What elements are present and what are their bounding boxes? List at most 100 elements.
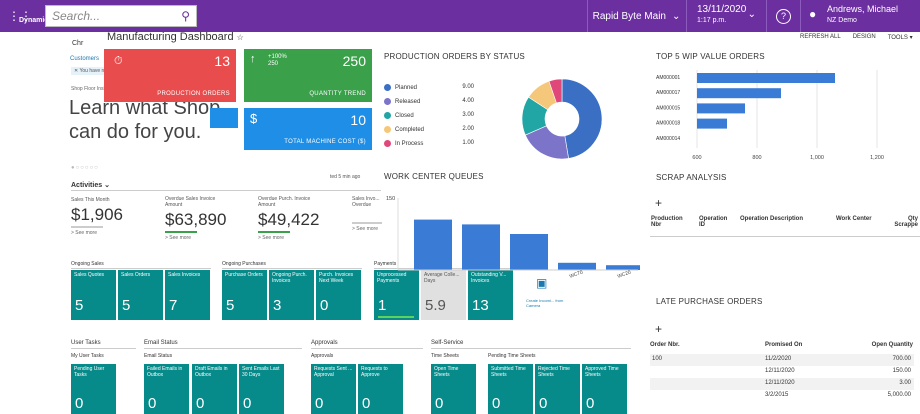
kpi-overdue-sales-invoice[interactable]: Overdue Sales Invoice Amount $63,890 > See… — [165, 196, 227, 241]
wip-bar[interactable] — [697, 118, 727, 129]
headline-label: Chr — [72, 40, 84, 47]
table-row[interactable]: 100 11/2/2020 700.00 — [650, 354, 914, 366]
legend-value: 4.00 — [462, 98, 474, 104]
business-date-selector[interactable]: 13/11/2020 1:17 p.m. ⌄ — [686, 0, 766, 32]
queue-bar[interactable] — [414, 219, 452, 270]
group-user-tasks: User Tasks — [71, 340, 101, 346]
customers-link[interactable]: Customers — [70, 56, 100, 62]
search-input[interactable]: Search... ⚲ — [45, 5, 197, 27]
cue-tile[interactable]: Average Colle... Days 5.9 — [421, 270, 466, 320]
col-operation-id[interactable]: Operation ID — [699, 216, 728, 228]
col-work-center[interactable]: Work Center — [836, 216, 872, 222]
chevron-down-icon: ⌄ — [747, 9, 756, 20]
status-donut-chart[interactable] — [520, 77, 604, 161]
legend-label: Closed — [395, 113, 414, 120]
user-icon: ● — [809, 7, 817, 21]
cue-tile[interactable]: Sent Emails Last 30 Days 0 — [239, 364, 284, 414]
help-button[interactable]: ? — [766, 0, 800, 32]
cue-tile[interactable]: Rejected Time Sheets 0 — [535, 364, 580, 414]
cue-label: Purch. Invoices Next Week — [319, 272, 354, 284]
tools-button[interactable]: TOOLS ▾ — [887, 35, 913, 41]
cue-value: 3 — [273, 297, 282, 314]
cue-label: Open Time Sheets — [434, 366, 459, 378]
wip-bar[interactable] — [697, 88, 781, 99]
status-chart-title: PRODUCTION ORDERS BY STATUS — [384, 52, 525, 61]
business-time: 1:17 p.m. — [697, 17, 727, 24]
clock-icon: ⏱ — [114, 55, 123, 67]
donut-slice[interactable] — [561, 78, 603, 159]
waffle-icon[interactable]: ⋮⋮ — [8, 9, 32, 23]
kpi-overdue-purch-invoice[interactable]: Overdue Purch. Invoice Amount $49,422 > Se… — [258, 196, 320, 241]
cue-tile[interactable]: Purch. Invoices Next Week 0 — [316, 270, 361, 320]
dollar-icon: $ — [250, 111, 258, 126]
search-icon[interactable]: ⚲ — [181, 9, 190, 23]
add-scrap-button[interactable]: + — [655, 196, 663, 210]
cue-tile[interactable]: Outstanding V... Invoices 13 — [468, 270, 513, 320]
carousel-dots[interactable]: ●○○○○○ — [71, 165, 99, 171]
cue-tile[interactable]: Purchase Orders 5 — [222, 270, 267, 320]
cue-tile[interactable]: Requests Sent ... Approval 0 — [311, 364, 356, 414]
user-menu[interactable]: ● Andrews, Michael NZ Demo — [800, 0, 920, 32]
star-icon[interactable]: ☆ — [236, 33, 244, 42]
legend-value: 9.00 — [462, 84, 474, 90]
create-from-camera-link[interactable]: Create Incomi... from Camera — [526, 298, 564, 308]
total-machine-cost-tile[interactable]: $ 10 TOTAL MACHINE COST ($) — [244, 108, 372, 150]
legend-item[interactable]: Completed 2.00 — [384, 126, 474, 133]
camera-icon[interactable]: ▣ — [536, 276, 548, 290]
cue-tile[interactable]: Unprocessed Payments 1 — [374, 270, 419, 320]
category-label: WC70 — [569, 269, 584, 279]
col-promised-on[interactable]: Promised On — [765, 342, 803, 348]
company-selector[interactable]: Rapid Byte Main ⌄ — [587, 0, 685, 32]
production-orders-tile[interactable]: ⏱ 13 PRODUCTION ORDERS — [104, 49, 236, 102]
cue-value: 5 — [226, 297, 235, 314]
table-row[interactable]: 3/2/2015 5,000.00 — [650, 390, 914, 402]
cue-tile[interactable]: Draft Emails in Outbox 0 — [192, 364, 237, 414]
queue-bar[interactable] — [606, 265, 640, 270]
kpi-sales-invoices-overdue[interactable]: Sales Invo... Overdue > See more — [352, 196, 388, 232]
donut-slice[interactable] — [548, 78, 563, 104]
wip-bar[interactable] — [697, 103, 745, 114]
legend-value: 2.00 — [462, 126, 474, 132]
add-late-po-button[interactable]: + — [655, 322, 663, 336]
queue-bar[interactable] — [558, 262, 596, 270]
cue-tile[interactable]: Failed Emails in Outbox 0 — [144, 364, 189, 414]
col-qty-scrapped[interactable]: Qty Scrappe — [894, 216, 918, 228]
cue-tile[interactable]: Ongoing Purch. Invoices 3 — [269, 270, 314, 320]
wip-bar-chart[interactable]: 600 800 1,000 1,200 AM000001 AM000017 AM000015… — [640, 66, 895, 166]
cue-value: 5 — [122, 297, 131, 314]
queues-bar-chart[interactable]: 150 WC70 WC20 — [370, 188, 640, 288]
table-row[interactable]: 12/11/2020 3.00 — [650, 378, 914, 390]
promised-on-cell: 11/2/2020 — [765, 356, 792, 362]
col-production-nbr[interactable]: Production Nbr — [651, 216, 683, 228]
cue-tile[interactable]: Sales Orders 5 — [118, 270, 163, 320]
cue-tile[interactable]: Sales Quotes 5 — [71, 270, 116, 320]
col-operation-description[interactable]: Operation Description — [740, 216, 804, 222]
quantity-trend-tile[interactable]: ↑ +100% 250 250 QUANTITY TREND — [244, 49, 372, 102]
cue-tile[interactable]: Approved Time Sheets 0 — [582, 364, 627, 414]
headline-text: Learn what Shop can do for you. — [69, 97, 221, 143]
group-self-service: Self-Service — [431, 340, 464, 346]
divider — [71, 348, 136, 349]
legend-swatch — [384, 126, 391, 133]
group-ongoing-purchases: Ongoing Purchases — [222, 261, 266, 267]
legend-item[interactable]: Planned 9.00 — [384, 84, 474, 91]
legend-item[interactable]: In Process 1.00 — [384, 140, 474, 147]
wip-bar[interactable] — [697, 73, 835, 83]
cue-tile[interactable]: Open Time Sheets 0 — [431, 364, 476, 414]
queue-bar[interactable] — [462, 224, 500, 270]
cue-tile[interactable]: Pending User Tasks 0 — [71, 364, 116, 414]
col-order-nbr[interactable]: Order Nbr. — [650, 342, 680, 348]
cue-tile[interactable]: Requests to Approve 0 — [358, 364, 403, 414]
design-button[interactable]: DESIGN — [852, 34, 876, 40]
wip-chart-title: TOP 5 WIP VALUE ORDERS — [656, 52, 765, 61]
table-row[interactable]: 12/11/2020 150.00 — [650, 366, 914, 378]
cue-tile[interactable]: Submitted Time Sheets 0 — [488, 364, 533, 414]
col-open-quantity[interactable]: Open Quantity — [871, 342, 913, 348]
cue-tile[interactable]: Sales Invoices 7 — [165, 270, 210, 320]
queue-bar[interactable] — [510, 234, 548, 270]
refresh-all-button[interactable]: REFRESH ALL — [800, 34, 841, 40]
kpi-sales-this-month[interactable]: Sales This Month $1,906 > See more — [71, 197, 123, 236]
legend-item[interactable]: Closed 3.00 — [384, 112, 474, 119]
cue-value: 0 — [586, 395, 595, 412]
legend-item[interactable]: Released 4.00 — [384, 98, 474, 105]
